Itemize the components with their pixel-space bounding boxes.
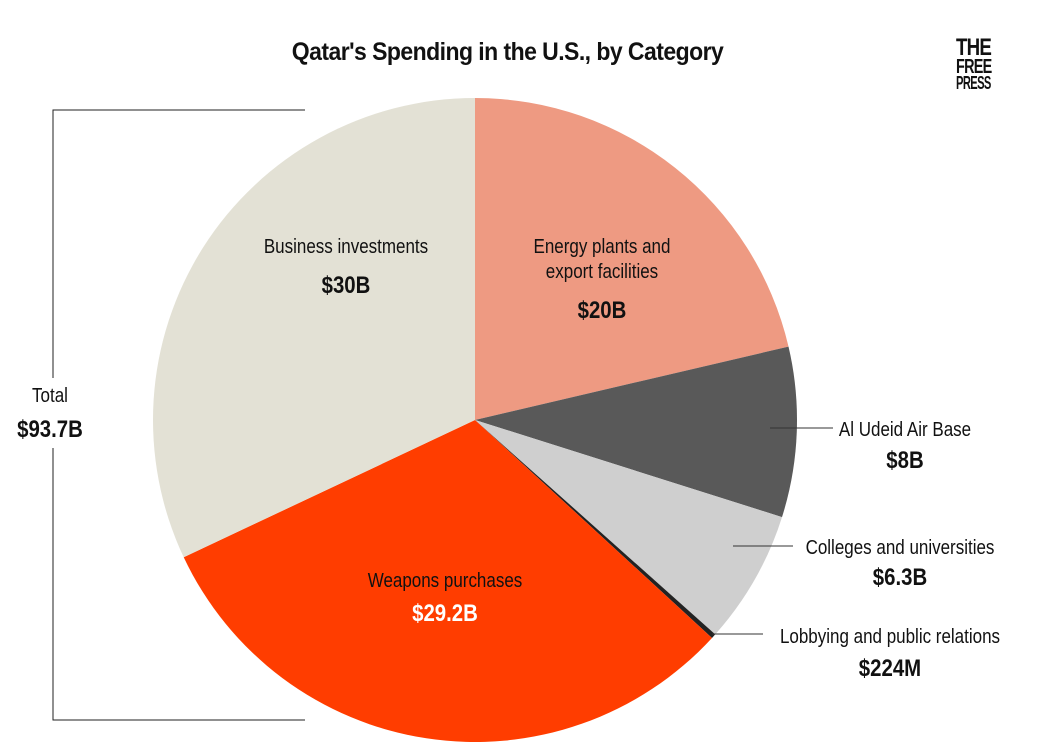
total-label-bg <box>14 378 94 448</box>
slice-label-business-investments: Business investments <box>264 235 428 258</box>
slice-label-al-udeid-air-base: Al Udeid Air Base <box>839 418 971 441</box>
slice-value-colleges-and-universities: $6.3B <box>873 563 927 590</box>
the-free-press-logo: THE FREE PRESS <box>956 34 1016 93</box>
slice-value-lobbying-and-public-relations: $224M <box>859 654 921 681</box>
pie-slice-energy-plants-and-export-facilities <box>475 98 789 420</box>
slice-value-al-udeid-air-base: $8B <box>886 446 923 473</box>
leader-lines <box>712 427 833 635</box>
pie-slice-weapons-purchases <box>183 420 712 742</box>
slice-label-colleges-and-universities: Colleges and universities <box>806 536 995 559</box>
pie-slice-al-udeid-air-base <box>475 346 797 518</box>
pie-slice-lobbying-and-public-relations <box>475 420 716 638</box>
slice-value-energy-plants-and-export-facilities: $20B <box>578 296 627 323</box>
logo-line-3: PRESS <box>956 72 991 93</box>
pie-slice-colleges-and-universities <box>475 420 783 635</box>
logo-line-1: THE <box>956 34 992 61</box>
slice-label-energy-plants-and-export-facilities: Energy plants and export facilities <box>534 235 671 283</box>
slice-labels: Energy plants and export facilities $20B Al… <box>264 235 1000 682</box>
total-value: $93.7B <box>17 415 83 442</box>
slice-value-weapons-purchases: $29.2B <box>412 599 478 626</box>
pie-slice-business-investments <box>152 97 475 558</box>
logo-line-2: FREE <box>956 55 992 78</box>
slice-label-weapons-purchases: Weapons purchases <box>368 569 523 592</box>
slice-value-business-investments: $30B <box>322 271 371 298</box>
slice-label-lobbying-and-public-relations: Lobbying and public relations <box>780 625 1000 648</box>
chart-title: Qatar's Spending in the U.S., by Categor… <box>291 38 724 66</box>
total-label: Total <box>32 384 68 407</box>
pie-slices <box>152 97 797 742</box>
